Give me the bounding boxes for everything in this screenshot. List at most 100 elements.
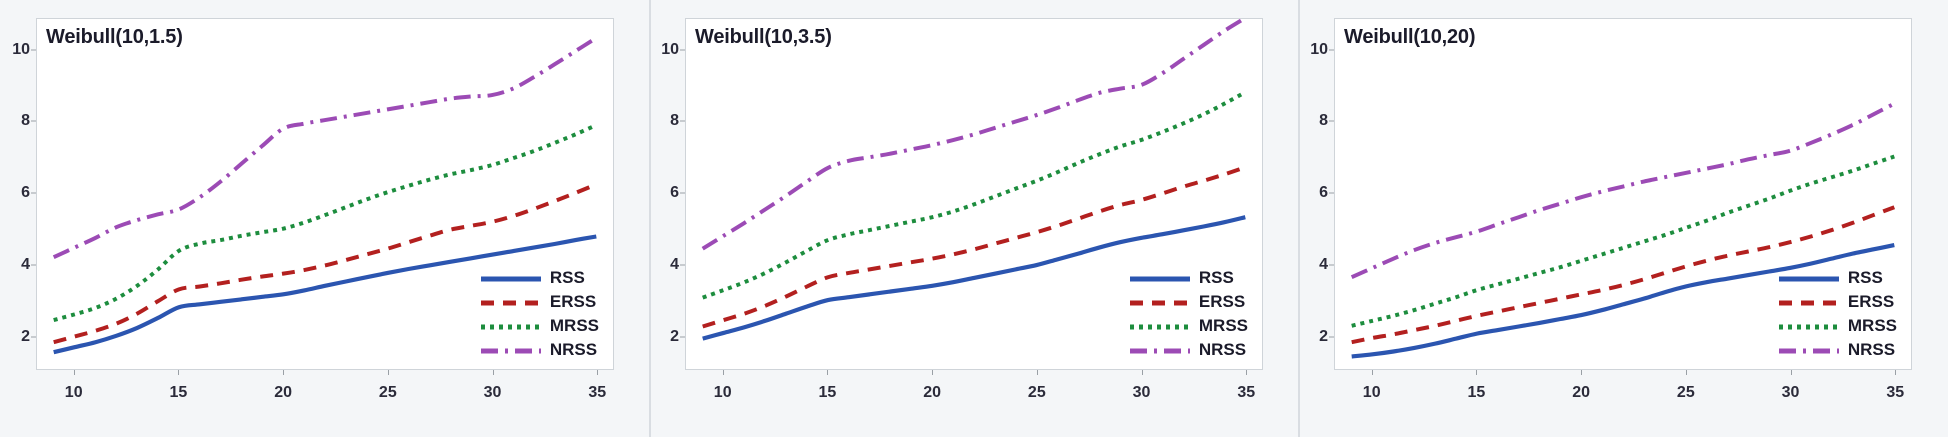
y-axis-tick-mark — [31, 49, 36, 51]
legend-swatch-erss-icon — [1778, 299, 1839, 305]
x-axis: 10 15 20 25 30 35 — [1334, 370, 1912, 416]
y-axis-tick-mark — [680, 192, 685, 194]
x-axis-tick-mark — [178, 370, 180, 375]
series-lines — [1350, 101, 1896, 359]
x-axis-tick-mark — [1895, 370, 1897, 375]
legend-swatch-rss-icon — [1778, 275, 1839, 281]
legend-swatch-nrss-icon — [480, 347, 541, 353]
x-axis-tick-mark — [1790, 370, 1792, 375]
legend-item[interactable]: ERSS — [1778, 292, 1897, 311]
legend-item[interactable]: NRSS — [1778, 340, 1897, 359]
legend-item[interactable]: MRSS — [480, 316, 599, 335]
y-axis-tick-label: 2 — [1319, 327, 1328, 345]
x-axis-tick-label: 35 — [1886, 384, 1905, 401]
series-line-erss — [53, 182, 598, 345]
series-line-erss — [702, 165, 1246, 329]
y-axis-tick-mark — [680, 264, 685, 266]
series-line-rss — [1351, 243, 1895, 359]
x-axis-tick-label: 15 — [1467, 384, 1486, 401]
x-axis-tick-label: 30 — [1132, 384, 1151, 401]
panel-title: Weibull(10,1.5) — [46, 26, 183, 48]
series-lines — [52, 36, 598, 355]
x-axis-tick-label: 35 — [588, 384, 607, 401]
y-axis-tick-mark — [31, 120, 36, 122]
x-axis-tick-mark — [932, 370, 934, 375]
y-axis-tick-label: 2 — [670, 327, 679, 345]
y-axis-tick-label: 6 — [21, 184, 30, 202]
legend-item[interactable]: ERSS — [480, 292, 599, 311]
legend-label: MRSS — [1198, 316, 1248, 335]
y-axis-tick-label: 6 — [1319, 184, 1328, 202]
legend-swatch-mrss-icon — [1778, 323, 1839, 329]
x-axis-tick-mark — [1581, 370, 1583, 375]
y-axis-tick-mark — [31, 192, 36, 194]
legend-item[interactable]: RSS — [480, 268, 599, 287]
y-axis-tick-label: 6 — [670, 184, 679, 202]
y-axis: 2 4 6 8 10 — [0, 18, 36, 370]
legend: RSS ERSS MRSS NRSS — [477, 266, 603, 361]
series-line-nrss — [701, 19, 1247, 251]
plot-area: RSS ERSS MRSS NRSS — [1334, 18, 1912, 370]
legend-label: RSS — [1847, 268, 1883, 287]
x-axis-tick-mark — [1036, 370, 1038, 375]
y-axis-tick-label: 2 — [21, 327, 30, 345]
legend: RSS ERSS MRSS NRSS — [1775, 266, 1901, 361]
x-axis-tick-label: 20 — [1572, 384, 1591, 401]
y-axis-tick-mark — [1329, 264, 1334, 266]
x-axis-tick-mark — [1685, 370, 1687, 375]
legend-swatch-nrss-icon — [1778, 347, 1839, 353]
series-line-rss — [702, 215, 1246, 341]
x-axis-tick-mark — [492, 370, 494, 375]
legend-item[interactable]: RSS — [1129, 268, 1248, 287]
plot-area: RSS ERSS MRSS NRSS — [685, 18, 1263, 370]
y-axis-tick-label: 4 — [1319, 256, 1328, 274]
x-axis-tick-mark — [283, 370, 285, 375]
y-axis-tick-mark — [1329, 336, 1334, 338]
legend-label: ERSS — [549, 292, 597, 311]
series-line-erss — [1351, 205, 1896, 345]
y-axis-tick-label: 4 — [670, 256, 679, 274]
y-axis-tick-mark — [1329, 120, 1334, 122]
x-axis: 10 15 20 25 30 35 — [685, 370, 1263, 416]
x-axis-tick-mark — [1141, 370, 1143, 375]
legend-label: RSS — [549, 268, 585, 287]
plot-area: RSS ERSS MRSS NRSS — [36, 18, 614, 370]
series-line-mrss — [53, 123, 598, 322]
y-axis-tick-mark — [1329, 192, 1334, 194]
legend-item[interactable]: MRSS — [1129, 316, 1248, 335]
series-line-mrss — [1351, 154, 1895, 328]
panel-divider — [649, 0, 651, 437]
legend-swatch-rss-icon — [1129, 275, 1190, 281]
legend-label: NRSS — [549, 340, 598, 359]
legend-item[interactable]: NRSS — [480, 340, 599, 359]
chart-panel: 2 4 6 8 10 RSS ERSS MRSS NRSS Weibull(10,1.5) 1… — [0, 0, 649, 437]
x-axis-tick-mark — [73, 370, 75, 375]
legend-item[interactable]: NRSS — [1129, 340, 1248, 359]
legend-label: ERSS — [1198, 292, 1246, 311]
legend-label: MRSS — [549, 316, 599, 335]
x-axis-tick-mark — [597, 370, 599, 375]
y-axis-tick-mark — [680, 49, 685, 51]
y-axis: 2 4 6 8 10 — [1298, 18, 1334, 370]
y-axis-tick-mark — [31, 264, 36, 266]
y-axis-tick-label: 10 — [661, 40, 679, 58]
x-axis-tick-label: 35 — [1237, 384, 1256, 401]
legend-swatch-erss-icon — [480, 299, 541, 305]
y-axis: 2 4 6 8 10 — [649, 18, 685, 370]
y-axis-tick-label: 10 — [12, 40, 30, 58]
series-lines — [701, 19, 1247, 341]
legend-swatch-rss-icon — [480, 275, 541, 281]
y-axis-tick-label: 8 — [670, 112, 679, 130]
series-line-rss — [53, 234, 597, 355]
y-axis-tick-mark — [1329, 49, 1334, 51]
legend-item[interactable]: ERSS — [1129, 292, 1248, 311]
legend-item[interactable]: MRSS — [1778, 316, 1897, 335]
x-axis-tick-label: 30 — [1781, 384, 1800, 401]
x-axis-tick-mark — [387, 370, 389, 375]
chart-panel: 2 4 6 8 10 RSS ERSS MRSS NRSS Weibull(10,3.5) 1… — [649, 0, 1298, 437]
x-axis-tick-label: 20 — [274, 384, 293, 401]
legend-swatch-nrss-icon — [1129, 347, 1190, 353]
series-line-nrss — [1350, 101, 1896, 280]
x-axis-tick-label: 30 — [483, 384, 502, 401]
legend-item[interactable]: RSS — [1778, 268, 1897, 287]
